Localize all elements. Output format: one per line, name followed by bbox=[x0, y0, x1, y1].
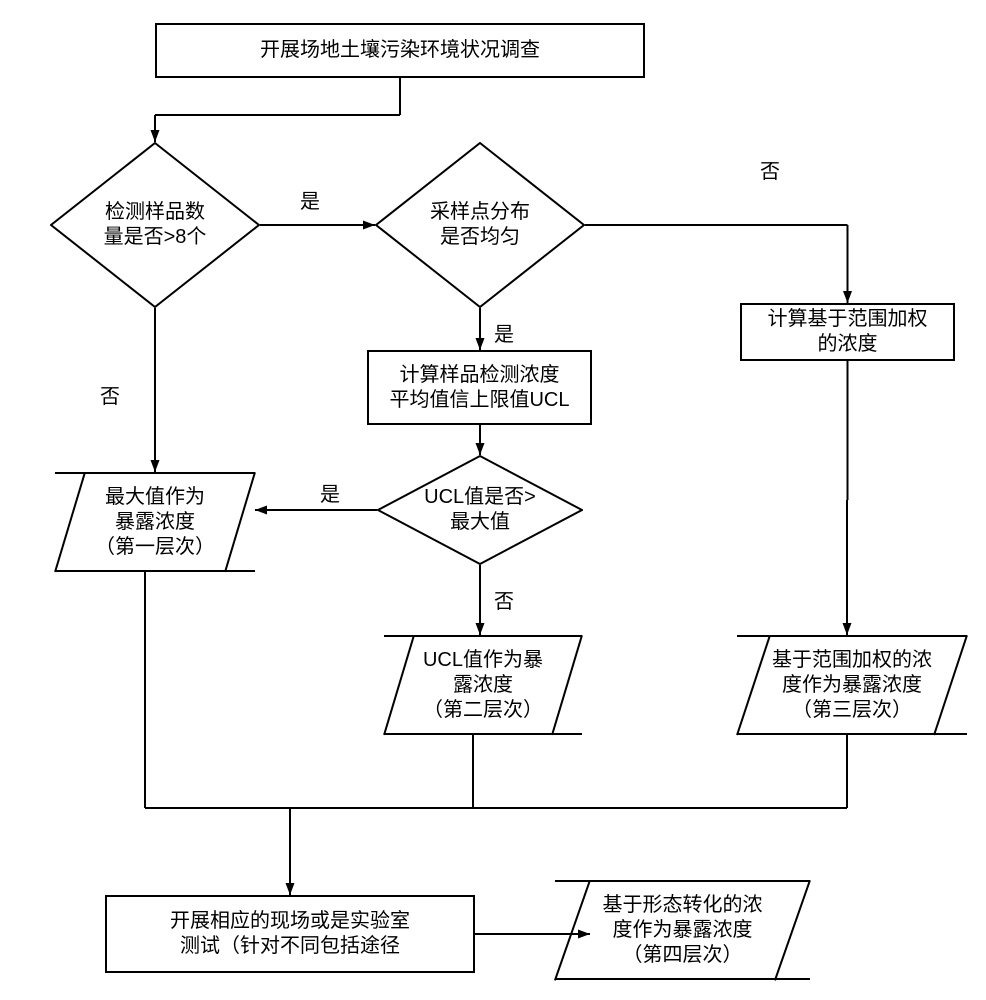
node-parallelogram: 基于形态转化的浓度作为暴露浓度（第四层次） bbox=[555, 880, 810, 980]
flowchart-canvas: 开展场地土壤污染环境状况调查检测样品数量是否>8个采样点分布是否均匀计算基于范围… bbox=[0, 0, 986, 1000]
node-diamond-label: 检测样品数量是否>8个 bbox=[65, 150, 245, 300]
label-d2-yes: 是 bbox=[494, 318, 514, 347]
node-parallelogram: UCL值作为暴露浓度（第二层次） bbox=[384, 635, 582, 735]
label-d1-no: 否 bbox=[100, 380, 120, 409]
node-parallelogram: 最大值作为暴露浓度（第一层次） bbox=[55, 472, 255, 572]
label-d3-no: 否 bbox=[494, 585, 514, 614]
node-rect: 计算样品检测浓度平均值信上限值UCL bbox=[367, 350, 592, 425]
node-parallelogram: 基于范围加权的浓度作为暴露浓度（第三层次） bbox=[737, 635, 967, 735]
node-para-label: 基于形态转化的浓度作为暴露浓度（第四层次） bbox=[555, 880, 810, 980]
node-rect: 开展场地土壤污染环境状况调查 bbox=[155, 23, 645, 78]
node-para-label: 基于范围加权的浓度作为暴露浓度（第三层次） bbox=[737, 635, 967, 735]
label-d2-no: 否 bbox=[760, 155, 780, 184]
node-diamond-label: 采样点分布是否均匀 bbox=[390, 150, 570, 300]
node-rect: 计算基于范围加权的浓度 bbox=[740, 303, 955, 361]
node-diamond-label: UCL值是否>最大值 bbox=[392, 463, 568, 557]
node-para-label: 最大值作为暴露浓度（第一层次） bbox=[55, 472, 255, 572]
label-d1-yes: 是 bbox=[300, 185, 320, 214]
node-para-label: UCL值作为暴露浓度（第二层次） bbox=[384, 635, 582, 735]
label-d3-yes: 是 bbox=[320, 478, 340, 507]
node-rect: 开展相应的现场或是实验室测试（针对不同包括途径 bbox=[105, 895, 475, 973]
